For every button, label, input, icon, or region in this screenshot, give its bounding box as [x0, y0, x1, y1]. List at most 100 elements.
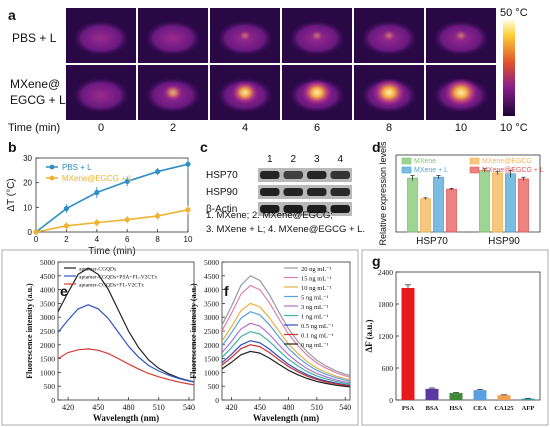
legend-label: 5 ng mL⁻¹ — [301, 295, 328, 302]
legend-label: 20 ng mL⁻¹ — [301, 266, 332, 273]
blot-row-label: β-Actin — [206, 204, 237, 215]
blot-lane-labels: 1 2 3 4 — [267, 154, 344, 165]
legend-label: 0.1 ng mL⁻¹ — [301, 333, 333, 340]
x-tick-label: 450 — [254, 403, 266, 412]
y-tick-label: 0 — [28, 228, 33, 237]
x-tick-label: 420 — [225, 403, 237, 412]
legend-marker — [49, 175, 55, 181]
bar — [449, 393, 463, 400]
panel-a: a PBS + L MXene@ EGCG + L Time (min) 0 2 4… — [8, 7, 528, 134]
y-tick-label: 1800 — [378, 300, 393, 309]
legend-label: MXene@EGCG + L — [482, 167, 544, 174]
time-label: 4 — [242, 122, 248, 134]
blot-band — [260, 171, 280, 179]
y-tick-label: 0 — [389, 396, 393, 405]
spectrum-line — [221, 344, 351, 387]
x-tick-label: 8 — [155, 235, 160, 244]
data-point — [155, 213, 161, 219]
y-tick-label: 20 — [23, 179, 32, 188]
legend-label: aptamer-CGQDs+FL-V2CTx — [79, 283, 144, 289]
spectrum-line — [221, 340, 351, 386]
bar — [433, 176, 444, 233]
spectrum-line — [57, 348, 195, 386]
panel-b: b 0 2 4 6 8 10 0 10 20 30 Time (min) ΔT (°C) PBS + L… — [6, 139, 193, 257]
y-tick-label: 3000 — [40, 313, 55, 322]
legend-label: MXene@EGCG + L — [62, 174, 133, 183]
lane-label: 4 — [337, 154, 343, 165]
blot-membrane — [258, 185, 352, 199]
heat-spot — [238, 30, 252, 41]
blot-band — [330, 205, 350, 213]
chart-e: 420 450 480 510 540 0 500 1000 1500 2000 2500 3000 3… — [25, 258, 195, 423]
data-point — [33, 229, 39, 235]
spectrum-line — [221, 311, 351, 382]
legend-swatch — [401, 166, 412, 174]
blot-band — [330, 188, 350, 196]
time-label: 0 — [98, 122, 104, 134]
category-label: HSP70 — [416, 236, 448, 247]
row-label-pbs: PBS + L — [12, 31, 57, 45]
mouse-silhouette — [73, 77, 129, 113]
y-axis-label: Fluorescence intensity (a.u.) — [25, 283, 34, 379]
y-axis-label: ΔF (a.u.) — [364, 319, 374, 352]
panel-a-label: a — [8, 7, 16, 23]
x-tick-label: 6 — [125, 235, 130, 244]
data-point — [155, 168, 161, 175]
bar — [446, 188, 457, 233]
data-point — [124, 178, 130, 185]
category-label: AFP — [522, 405, 535, 412]
data-point — [185, 207, 191, 213]
plot-frame — [35, 157, 189, 233]
panel-c-label: c — [200, 139, 208, 155]
x-axis-label: Time (min) — [88, 246, 135, 257]
legend-swatch — [401, 157, 412, 165]
legend-swatch — [469, 166, 480, 174]
x-axis-label: Wavelength (nm) — [253, 413, 319, 423]
legend-label: aptamer-CGQDs — [79, 267, 116, 273]
category-label: HSA — [449, 405, 463, 412]
y-tick-label: 1500 — [40, 355, 55, 364]
row-label-mxene-line1: MXene@ — [10, 77, 60, 91]
blot-row-label: HSP90 — [206, 187, 238, 198]
panel-ef-frame — [1, 249, 359, 426]
legend-label: 15 ng mL⁻¹ — [301, 276, 332, 283]
y-tick-label: 0 — [215, 396, 219, 405]
bar — [479, 169, 490, 233]
blot-rows: HSP70 HSP90 β-Actin — [206, 168, 352, 216]
y-tick-label: 0 — [51, 396, 55, 405]
data-point — [94, 189, 100, 196]
panel-f-label: f — [224, 283, 229, 299]
blot-band — [283, 188, 303, 196]
y-tick-label: 500 — [208, 382, 220, 391]
category-label: CEA — [473, 405, 487, 412]
y-tick-label: 5000 — [204, 258, 219, 267]
blot-band — [260, 188, 280, 196]
panel-e-label: e — [60, 283, 68, 299]
lane-label: 1 — [267, 154, 273, 165]
thermal-time-labels: 0 2 4 6 8 10 — [98, 122, 467, 134]
category-label: HSP90 — [488, 236, 520, 247]
blot-membrane — [258, 202, 352, 216]
legend-marker — [49, 164, 55, 170]
data-point — [185, 161, 191, 167]
heat-spot — [382, 29, 396, 42]
data-point — [124, 217, 130, 223]
y-axis-label: Relative expression levels — [378, 141, 388, 246]
time-label: 6 — [314, 122, 320, 134]
y-axis-label: ΔT (°C) — [6, 178, 17, 211]
x-tick-label: 540 — [339, 403, 351, 412]
x-tick-label: 480 — [282, 403, 294, 412]
x-tick-label: 510 — [311, 403, 323, 412]
y-tick-label: 2400 — [378, 268, 393, 277]
time-label: 8 — [386, 122, 392, 134]
y-tick-label: 3500 — [40, 299, 55, 308]
y-tick-label: 1000 — [204, 368, 219, 377]
blot-band — [283, 205, 303, 213]
y-axis-label: Fluorescence intensity (a.u.) — [189, 283, 198, 379]
y-tick-label: 2500 — [204, 327, 219, 336]
legend-label: MXene + L — [414, 167, 448, 174]
y-tick-label: 10 — [23, 203, 32, 212]
legend-label: 1 ng mL⁻¹ — [301, 314, 328, 321]
legend-label: 3 ng mL⁻¹ — [301, 304, 328, 311]
panel-d: d Relative expression levels HSP70 HSP90 MX… — [372, 139, 544, 247]
